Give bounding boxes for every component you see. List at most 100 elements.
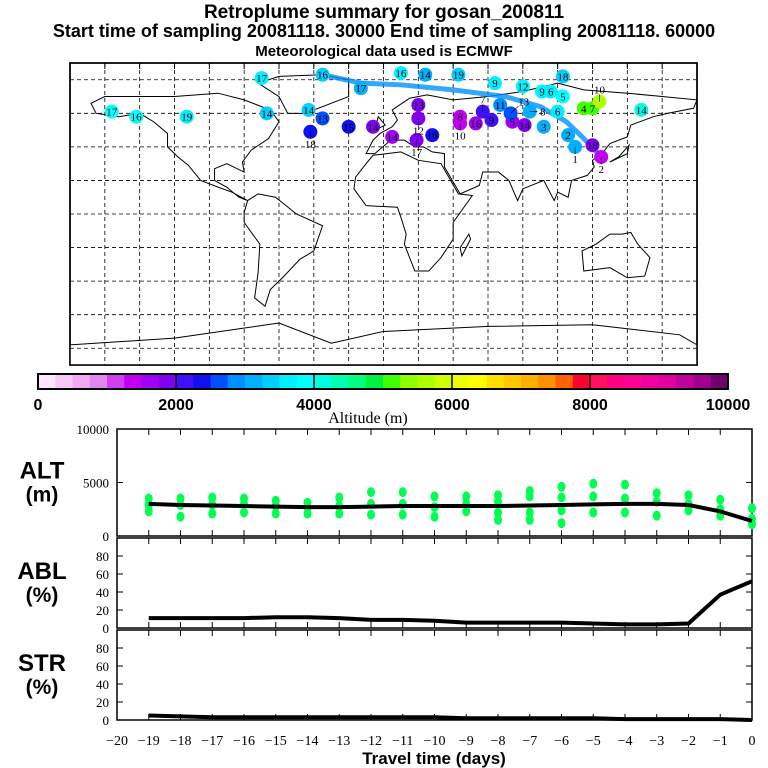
plume-cluster-circle	[353, 81, 368, 96]
series-line	[148, 713, 753, 722]
colorbar-segment	[503, 374, 522, 389]
altitude-colorbar: 0 2000 4000 6000 8000 10000 Altitude (m)	[34, 373, 750, 427]
panel-ylabel-main: ALT	[20, 458, 65, 485]
plume-cluster-circle	[453, 116, 468, 131]
particle-altitude-dot	[557, 518, 566, 529]
colorbar-tick-label: 8000	[572, 397, 608, 414]
colorbar-segment	[72, 374, 91, 389]
colorbar-segment	[55, 374, 73, 389]
colorbar-segment	[572, 374, 591, 389]
particle-altitude-dot	[462, 506, 471, 517]
plume-cluster-day-label: 8	[457, 112, 463, 124]
plume-cluster-day-label: 5	[510, 117, 516, 129]
particle-altitude-dot	[335, 492, 344, 503]
colorbar-segment	[193, 374, 211, 389]
panel-ylabel-main: ABL	[17, 558, 66, 585]
particle-altitude-dot	[525, 491, 534, 502]
panel-frame	[116, 629, 753, 721]
plume-cluster-day-label: 16	[131, 112, 143, 124]
colorbar-segment	[538, 374, 556, 389]
plume-cluster-day-label: 4	[581, 103, 587, 115]
plume-cluster-day-label: 14	[261, 108, 273, 120]
plume-cluster-day-label: 11	[495, 100, 506, 112]
plume-cluster-day-label: 15	[343, 122, 355, 134]
colorbar-tick-label: 0	[34, 397, 43, 414]
y-tick-label: 20	[96, 603, 109, 618]
particle-altitude-dot	[748, 503, 756, 514]
colorbar-tick-label: 2000	[158, 397, 194, 414]
particle-altitude-dot	[303, 508, 312, 519]
colorbar-segment	[452, 374, 470, 389]
plume-cluster-day-label: 8	[540, 107, 546, 119]
x-tick-label: −16	[233, 734, 255, 749]
colorbar-segment	[555, 374, 574, 389]
plume-cluster-day-label: 17	[106, 107, 118, 119]
plume-cluster-day-label: 14	[303, 105, 315, 117]
plume-cluster-day-label: 14	[368, 122, 380, 134]
plume-cluster-circle	[385, 129, 400, 144]
plume-cluster-circle	[301, 102, 316, 117]
particle-altitude-dot	[494, 514, 502, 525]
plume-cluster-circle	[366, 119, 381, 134]
plume-cluster-day-label: 9	[492, 78, 498, 90]
particle-altitude-dot	[430, 511, 439, 522]
plume-cluster-day-label: 18	[305, 139, 317, 151]
plume-cluster-circle	[543, 84, 558, 99]
x-tick-label: −17	[201, 734, 223, 749]
plume-cluster-circle	[411, 97, 426, 112]
continent-outline	[243, 193, 324, 308]
plume-cluster-circle	[425, 128, 440, 143]
particle-altitude-dot	[335, 508, 344, 519]
x-tick-label: −5	[586, 734, 601, 749]
colorbar-segment	[590, 374, 608, 389]
colorbar-segment	[227, 374, 246, 389]
chart-title: Retroplume summary for gosan_200811	[203, 2, 565, 23]
y-tick-label: 0	[103, 713, 110, 728]
x-tick-label: −7	[522, 734, 537, 749]
colorbar-segment	[400, 374, 418, 389]
particle-altitude-dot	[208, 508, 217, 519]
plume-cluster-circle	[451, 67, 466, 82]
colorbar-segment	[158, 374, 177, 389]
plume-cluster-day-label: 2	[598, 164, 604, 176]
panel-ylabel: ABL (%)	[17, 558, 66, 607]
y-tick-label: 40	[96, 585, 109, 600]
particle-altitude-dot	[367, 509, 375, 520]
plume-cluster-circle	[515, 79, 530, 94]
plume-cluster-day-label: 14	[420, 70, 432, 82]
plume-cluster-circle	[468, 116, 483, 131]
plume-cluster-circles	[104, 66, 649, 164]
x-tick-label: −13	[328, 734, 350, 749]
plume-cluster-circle	[561, 128, 576, 143]
plume-cluster-day-label: 16	[470, 118, 482, 130]
plume-cluster-day-label: 5	[560, 92, 566, 104]
colorbar-segment	[141, 374, 160, 389]
plume-cluster-circle	[493, 97, 508, 112]
plume-cluster-day-label: 13	[518, 96, 530, 108]
y-tick-label: 80	[96, 641, 109, 656]
continent-outline	[459, 233, 472, 258]
plume-cluster-day-label: 17	[355, 83, 367, 95]
colorbar-segment	[434, 374, 453, 389]
plume-cluster-circle	[254, 71, 269, 86]
label-leader-line	[510, 105, 519, 114]
panel-ylabel-unit: (%)	[26, 676, 59, 699]
plume-cluster-day-label: 19	[453, 70, 465, 82]
x-tick-label: −1	[713, 734, 728, 749]
continent-outline	[365, 82, 698, 202]
colorbar-segment	[296, 374, 315, 389]
plume-cluster-day-label: 3	[541, 122, 547, 134]
particle-altitude-dot	[208, 492, 217, 503]
colorbar-segment	[262, 374, 280, 389]
x-tick-label: −4	[618, 734, 633, 749]
plume-cluster-day-label: 14	[387, 132, 399, 144]
particle-altitude-dot	[716, 494, 725, 505]
colorbar-border	[37, 373, 729, 390]
x-tick-label: −8	[491, 734, 506, 749]
met-data-note: Meteorological data used is ECMWF	[255, 43, 513, 60]
plume-cluster-circle	[104, 104, 119, 119]
y-tick-label: 20	[96, 695, 109, 710]
